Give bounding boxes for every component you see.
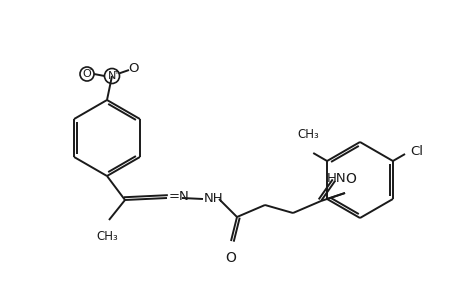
Text: -: -: [90, 65, 92, 74]
Text: NH: NH: [203, 191, 223, 205]
Text: Cl: Cl: [409, 145, 422, 158]
Text: CH₃: CH₃: [297, 128, 319, 141]
Text: HN: HN: [326, 172, 346, 185]
Text: O: O: [344, 172, 355, 186]
Text: O: O: [225, 251, 236, 265]
Text: =N: =N: [168, 190, 190, 203]
Text: N: N: [107, 71, 116, 81]
Text: O: O: [83, 69, 91, 79]
Text: +: +: [113, 69, 119, 75]
Text: O: O: [129, 61, 139, 74]
Text: CH₃: CH₃: [96, 230, 118, 243]
